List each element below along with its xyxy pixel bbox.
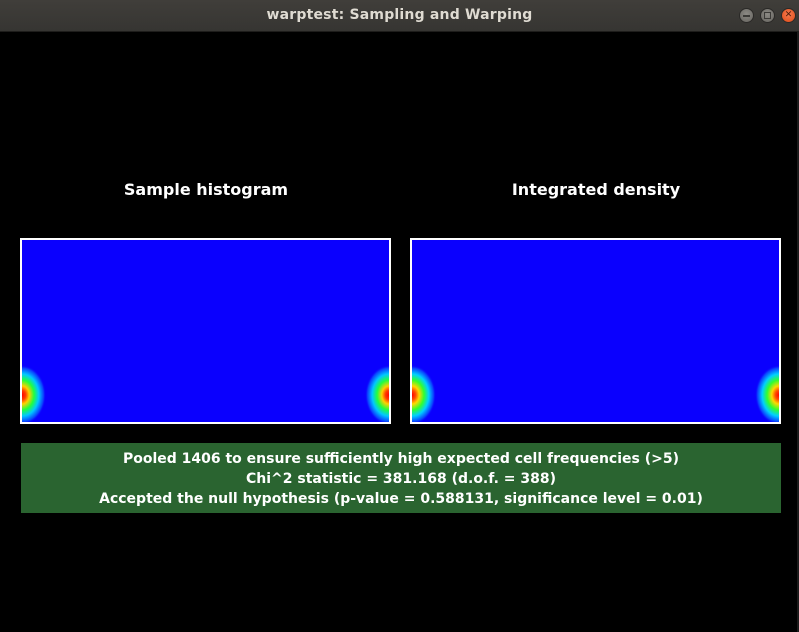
sample-histogram-plot bbox=[22, 365, 389, 422]
window-border bbox=[797, 32, 799, 632]
hotspot-right-edge bbox=[365, 365, 389, 422]
chi-square-statistic: Chi^2 statistic = 381.168 (d.o.f. = 388) bbox=[245, 471, 556, 487]
integrated-density-title: Integrated density bbox=[511, 180, 681, 199]
hypothesis-result: Accepted the null hypothesis (p-value = … bbox=[99, 491, 703, 507]
minimize-icon bbox=[740, 9, 753, 22]
sample-histogram-heatmap bbox=[20, 238, 391, 424]
density-hotspot-left-edge bbox=[412, 365, 436, 422]
chi-square-result-panel: Pooled 1406 to ensure sufficiently high … bbox=[21, 443, 781, 513]
integrated-density-plot bbox=[412, 365, 779, 422]
hotspot-left-edge bbox=[22, 365, 46, 422]
maximize-button[interactable] bbox=[760, 8, 775, 23]
pooling-message: Pooled 1406 to ensure sufficiently high … bbox=[122, 451, 680, 467]
title-bar[interactable]: warptest: Sampling and Warping bbox=[0, 0, 799, 32]
maximize-icon bbox=[761, 9, 774, 22]
density-hotspot-right-edge bbox=[755, 365, 779, 422]
window-title: warptest: Sampling and Warping bbox=[266, 7, 533, 23]
minimize-button[interactable] bbox=[739, 8, 754, 23]
sample-histogram-title: Sample histogram bbox=[123, 180, 289, 199]
close-button[interactable] bbox=[781, 8, 796, 23]
integrated-density-heatmap bbox=[410, 238, 781, 424]
close-icon bbox=[782, 9, 795, 22]
